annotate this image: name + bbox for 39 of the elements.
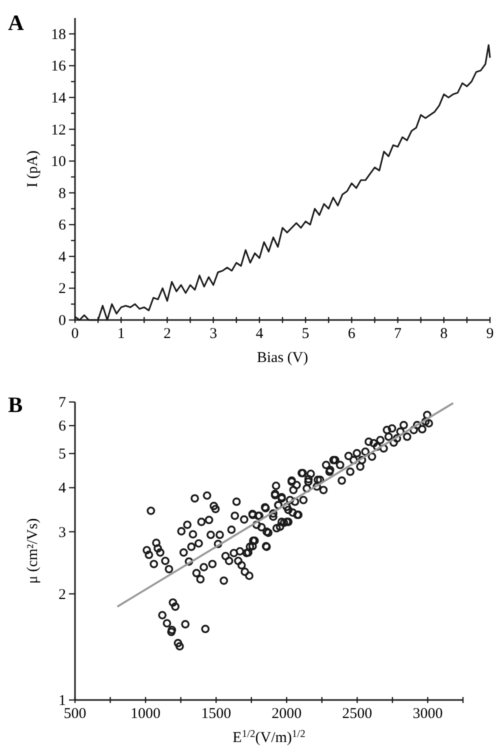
y-tick-label: 16 — [51, 58, 66, 75]
y-tick-label: 8 — [58, 186, 66, 202]
y-tick-label: 1 — [58, 693, 66, 709]
y-tick-label: 2 — [58, 586, 66, 603]
x-axis-title: E$^{1/2}$(V/m)$^{1/2}$ — [232, 728, 306, 746]
x-tick-label: 2000 — [272, 706, 302, 722]
x-tick-label: 9 — [486, 326, 494, 342]
chart-title: B — [8, 392, 23, 417]
x-tick-label: 2 — [163, 326, 171, 342]
x-tick-label: 8 — [440, 326, 448, 342]
x-axis-title: Bias (V) — [256, 350, 308, 366]
y-tick-label: 4 — [58, 249, 66, 266]
y-tick-label: 0 — [58, 313, 66, 329]
x-tick-label: 1000 — [130, 706, 161, 722]
y-tick-label: 4 — [58, 480, 66, 497]
y-tick-label: 18 — [51, 26, 66, 43]
y-tick-label: 5 — [58, 446, 66, 463]
x-tick-label: 7 — [394, 326, 402, 342]
x-tick-label: 4 — [256, 326, 264, 342]
x-tick-label: 0 — [71, 326, 79, 342]
x-tick-label: 500 — [64, 706, 86, 722]
x-tick-label: 1 — [117, 326, 125, 342]
x-tick-label: 2500 — [342, 706, 372, 722]
y-axis-title: μ (cm²/Vs) — [25, 518, 41, 584]
y-tick-label: 2 — [58, 281, 66, 298]
x-tick-label: 3000 — [412, 706, 443, 722]
y-tick-label: 14 — [51, 90, 66, 106]
x-tick-label: 5 — [302, 326, 310, 342]
chart-title: A — [8, 10, 24, 35]
y-axis-title: I (pA) — [25, 150, 41, 188]
y-tick-label: 10 — [51, 154, 66, 170]
y-tick-label: 3 — [58, 524, 66, 541]
y-tick-label: 7 — [58, 395, 66, 411]
y-tick-label: 12 — [51, 122, 66, 138]
y-tick-label: 6 — [58, 418, 66, 435]
x-tick-label: 3 — [210, 326, 218, 342]
y-tick-label: 6 — [58, 218, 66, 234]
x-tick-label: 6 — [348, 326, 356, 342]
x-tick-label: 1500 — [201, 706, 232, 722]
